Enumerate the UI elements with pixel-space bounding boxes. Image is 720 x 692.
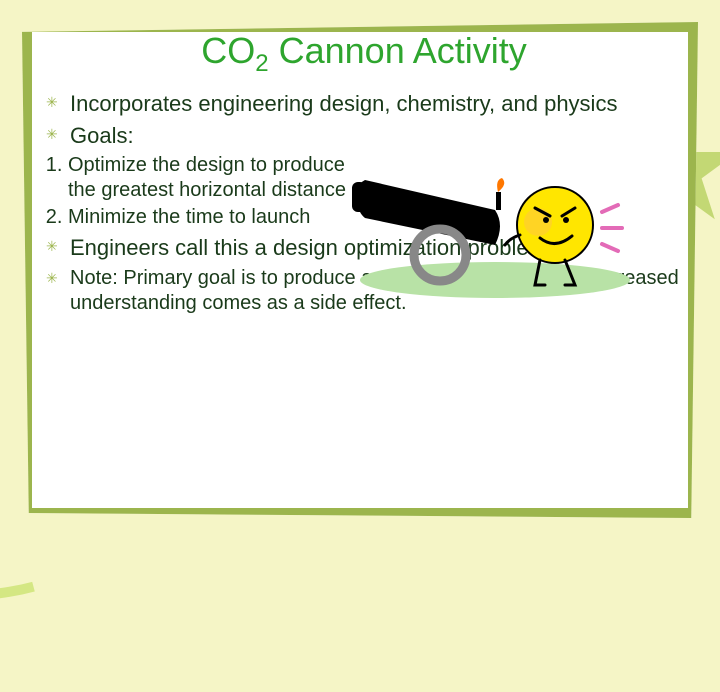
title-prefix: CO	[201, 30, 255, 71]
slide-title: CO2 Cannon Activity	[46, 30, 682, 78]
bullet-list: Incorporates engineering design, chemist…	[46, 90, 682, 149]
spark-line	[602, 205, 618, 212]
smiley-eye	[543, 217, 549, 223]
title-subscript: 2	[255, 50, 268, 77]
smiley-eye	[563, 217, 569, 223]
cannon-muzzle	[352, 182, 366, 212]
spark-line	[602, 244, 618, 251]
title-suffix: Cannon Activity	[269, 30, 527, 71]
flame-icon	[497, 178, 504, 192]
cannon-fuse	[496, 192, 501, 210]
ground-shape	[360, 262, 630, 298]
cannon-clipart-icon	[340, 150, 650, 300]
bullet-item: Incorporates engineering design, chemist…	[46, 90, 682, 118]
numbered-item: Optimize the design to produce the great…	[68, 153, 368, 203]
smiley-arm	[505, 235, 520, 245]
bullet-item: Goals:	[46, 122, 682, 150]
